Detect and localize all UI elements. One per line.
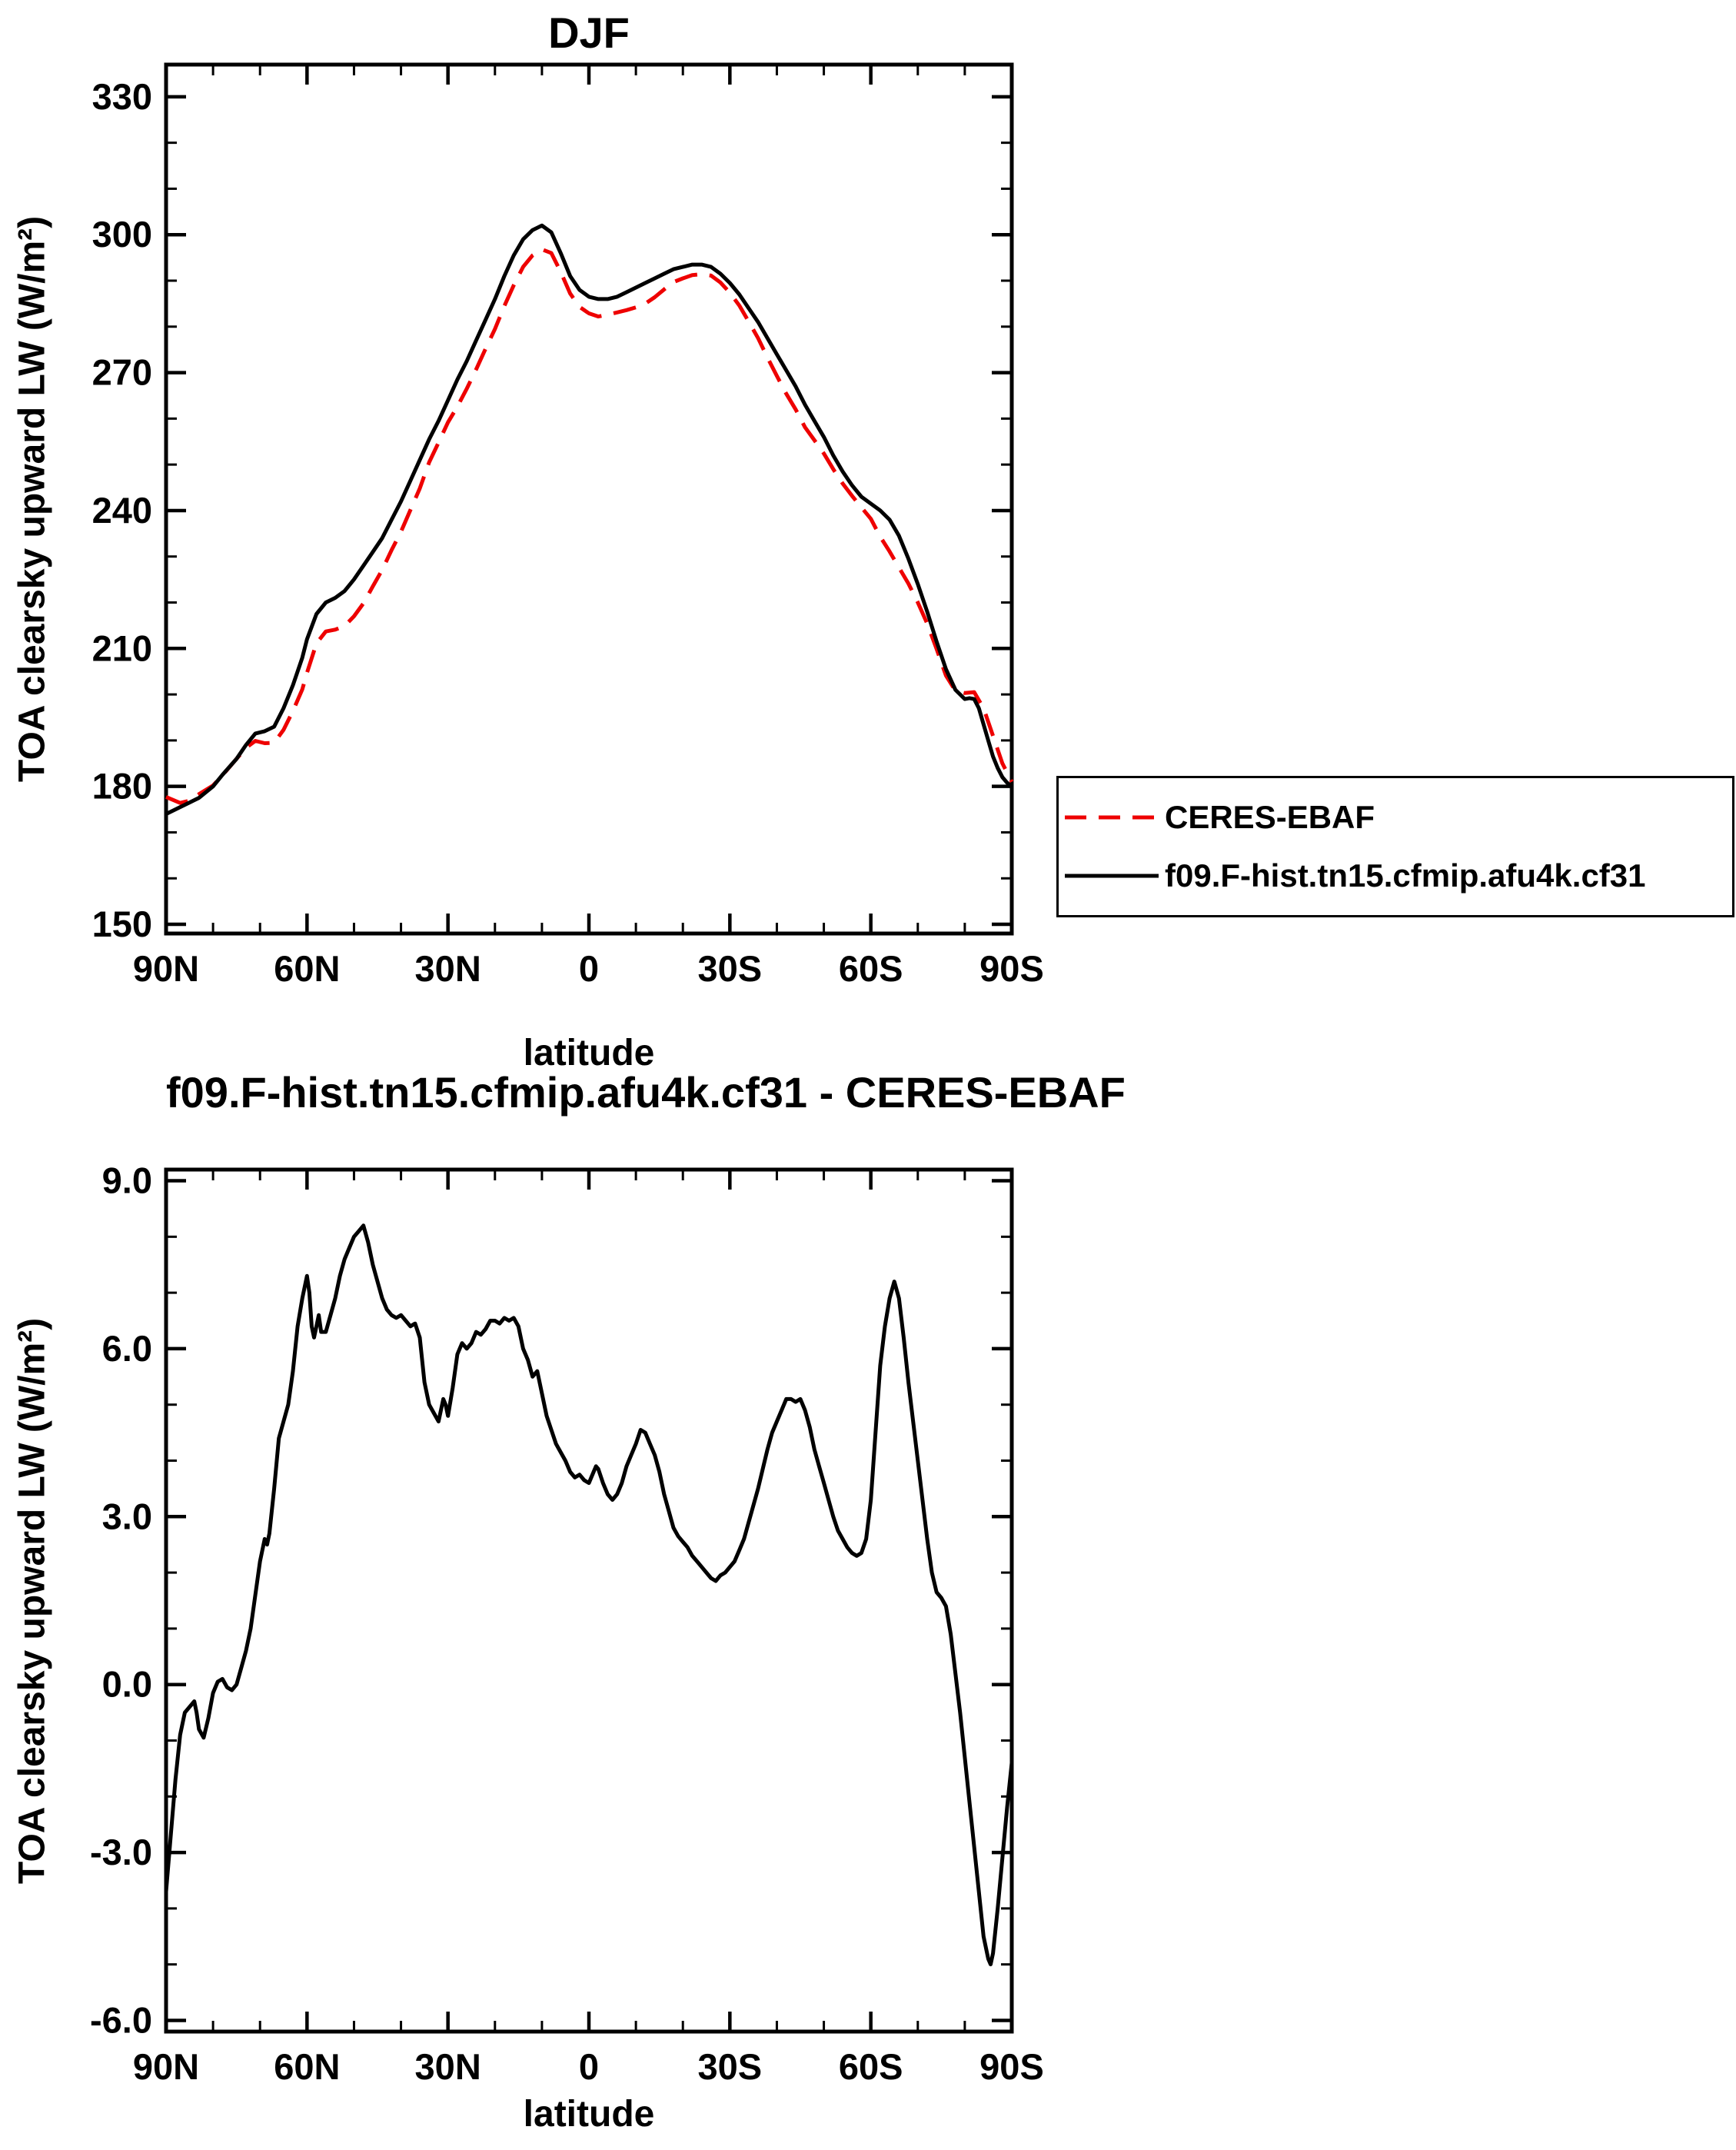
svg-text:30S: 30S — [698, 2046, 763, 2087]
svg-text:0: 0 — [579, 948, 599, 989]
svg-text:90S: 90S — [979, 948, 1044, 989]
model-solid-line-icon — [1065, 874, 1159, 878]
svg-text:0.0: 0.0 — [102, 1664, 152, 1705]
svg-text:240: 240 — [92, 490, 152, 531]
svg-text:60N: 60N — [274, 2046, 340, 2087]
svg-text:150: 150 — [92, 904, 152, 944]
svg-text:60N: 60N — [274, 948, 340, 989]
bottom-chart-canvas: 90N 60N 30N 0 30S 60S 90S 9.0 6.0 3.0 0.0 -3.0 -6.0 — [90, 1160, 1044, 2087]
svg-text:90S: 90S — [979, 2046, 1044, 2087]
top-chart-title: DJF — [548, 8, 630, 57]
svg-text:60S: 60S — [839, 2046, 903, 2087]
ceres-ebaf-dashed-line-icon — [1065, 815, 1159, 820]
legend: CERES-EBAF f09.F-hist.tn15.cfmip.afu4k.c… — [1056, 776, 1734, 917]
svg-text:30N: 30N — [415, 948, 481, 989]
legend-item-model: f09.F-hist.tn15.cfmip.afu4k.cf31 — [1065, 857, 1732, 894]
bottom-x-axis-label: latitude — [523, 2094, 655, 2135]
svg-text:90N: 90N — [133, 2046, 199, 2087]
svg-text:210: 210 — [92, 627, 152, 668]
svg-text:-6.0: -6.0 — [90, 1999, 152, 2040]
legend-item-ceres-ebaf: CERES-EBAF — [1065, 799, 1732, 836]
legend-label-ceres-ebaf: CERES-EBAF — [1165, 799, 1375, 836]
svg-text:300: 300 — [92, 214, 152, 255]
svg-text:30N: 30N — [415, 2046, 481, 2087]
svg-text:9.0: 9.0 — [102, 1160, 152, 1201]
svg-text:6.0: 6.0 — [102, 1328, 152, 1369]
svg-text:60S: 60S — [839, 948, 903, 989]
legend-label-model: f09.F-hist.tn15.cfmip.afu4k.cf31 — [1165, 857, 1646, 894]
svg-text:0: 0 — [579, 2046, 599, 2087]
svg-text:-3.0: -3.0 — [90, 1832, 152, 1872]
svg-text:90N: 90N — [133, 948, 199, 989]
top-x-axis-label: latitude — [523, 1033, 655, 1073]
svg-text:3.0: 3.0 — [102, 1496, 152, 1536]
bottom-chart-title: f09.F-hist.tn15.cfmip.afu4k.cf31 - CERES… — [166, 1068, 1126, 1117]
svg-text:30S: 30S — [698, 948, 763, 989]
top-chart-canvas: 90N 60N 30N 0 30S 60S 90S 150 180 210 240 270 300 330 — [92, 62, 1044, 989]
svg-text:180: 180 — [92, 766, 152, 807]
svg-text:270: 270 — [92, 352, 152, 393]
svg-text:330: 330 — [92, 76, 152, 117]
